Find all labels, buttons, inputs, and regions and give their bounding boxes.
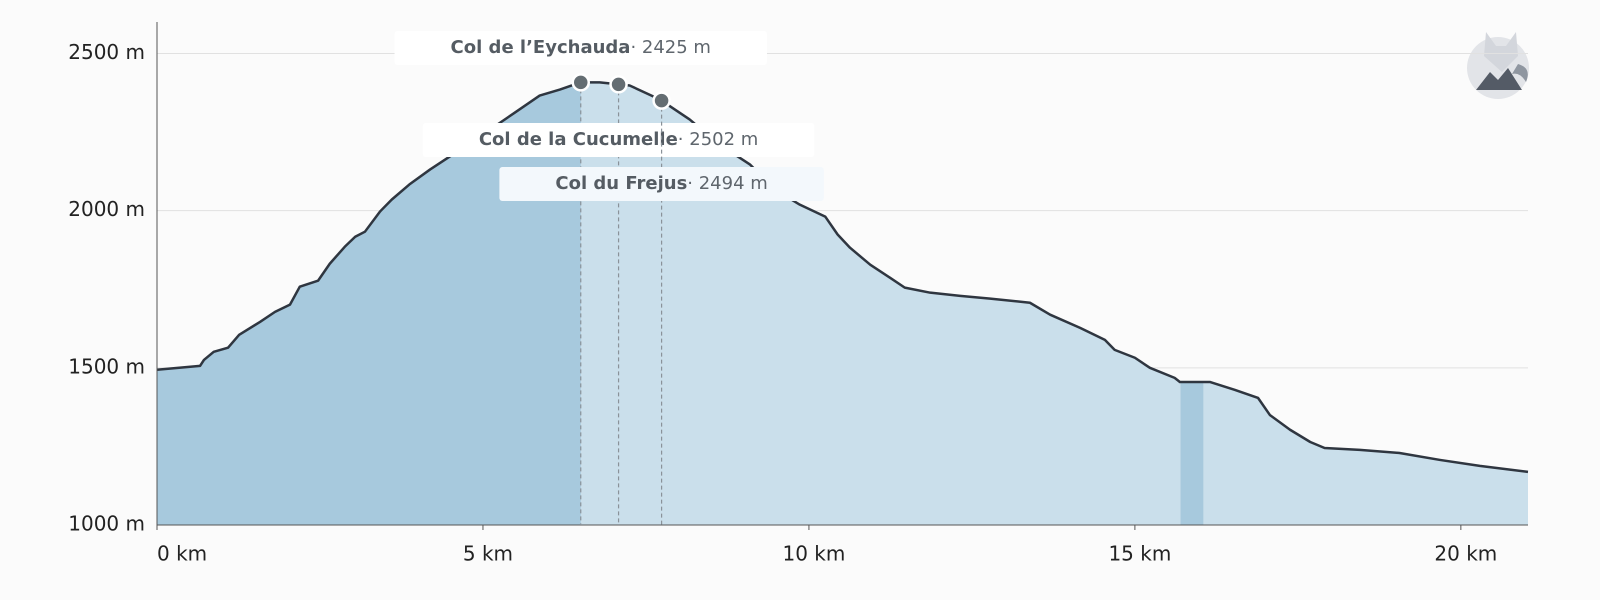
x-tick-label: 5 km bbox=[463, 542, 513, 566]
waypoint-name: Col du Frejus bbox=[555, 173, 687, 194]
waypoint-name: Col de la Cucumelle bbox=[479, 129, 678, 150]
y-tick-label: 1000 m bbox=[68, 512, 145, 536]
y-tick-label: 1500 m bbox=[68, 354, 145, 378]
x-tick-label: 20 km bbox=[1434, 542, 1497, 566]
y-tick-label: 2000 m bbox=[68, 197, 145, 221]
waypoint-label-text: Col de l’Eychauda· 2425 m bbox=[451, 37, 711, 58]
waypoint-label: Col de la Cucumelle· 2502 m bbox=[422, 123, 815, 157]
x-tick-label: 15 km bbox=[1108, 542, 1171, 566]
logo-mountain bbox=[1476, 68, 1522, 90]
y-tick-label: 2500 m bbox=[68, 40, 145, 64]
logo bbox=[1467, 32, 1529, 99]
waypoint-label-text: Col de la Cucumelle· 2502 m bbox=[479, 129, 759, 150]
waypoint-label-box bbox=[499, 167, 824, 201]
waypoint-elevation: · 2425 m bbox=[630, 37, 711, 58]
waypoint-marker bbox=[652, 91, 671, 110]
waypoint-label-box bbox=[394, 31, 767, 65]
waypoint-label-text: Col du Frejus· 2494 m bbox=[555, 173, 767, 194]
waypoint-elevation: · 2494 m bbox=[687, 173, 768, 194]
waypoint-elevation: · 2502 m bbox=[678, 129, 759, 150]
logo-fox bbox=[1484, 32, 1518, 72]
x-tick-label: 0 km bbox=[157, 542, 207, 566]
x-tick-label: 10 km bbox=[782, 542, 845, 566]
waypoint-label: Col du Frejus· 2494 m bbox=[499, 167, 824, 201]
waypoint-label: Col de l’Eychauda· 2425 m bbox=[394, 31, 767, 65]
highlight-area bbox=[1180, 381, 1204, 525]
logo-tail bbox=[1512, 64, 1528, 82]
waypoint-marker bbox=[571, 73, 591, 92]
waypoint-marker bbox=[609, 75, 628, 94]
highlight-area bbox=[157, 82, 581, 525]
waypoint-name: Col de l’Eychauda bbox=[451, 37, 631, 58]
waypoint-label-box bbox=[422, 123, 815, 157]
